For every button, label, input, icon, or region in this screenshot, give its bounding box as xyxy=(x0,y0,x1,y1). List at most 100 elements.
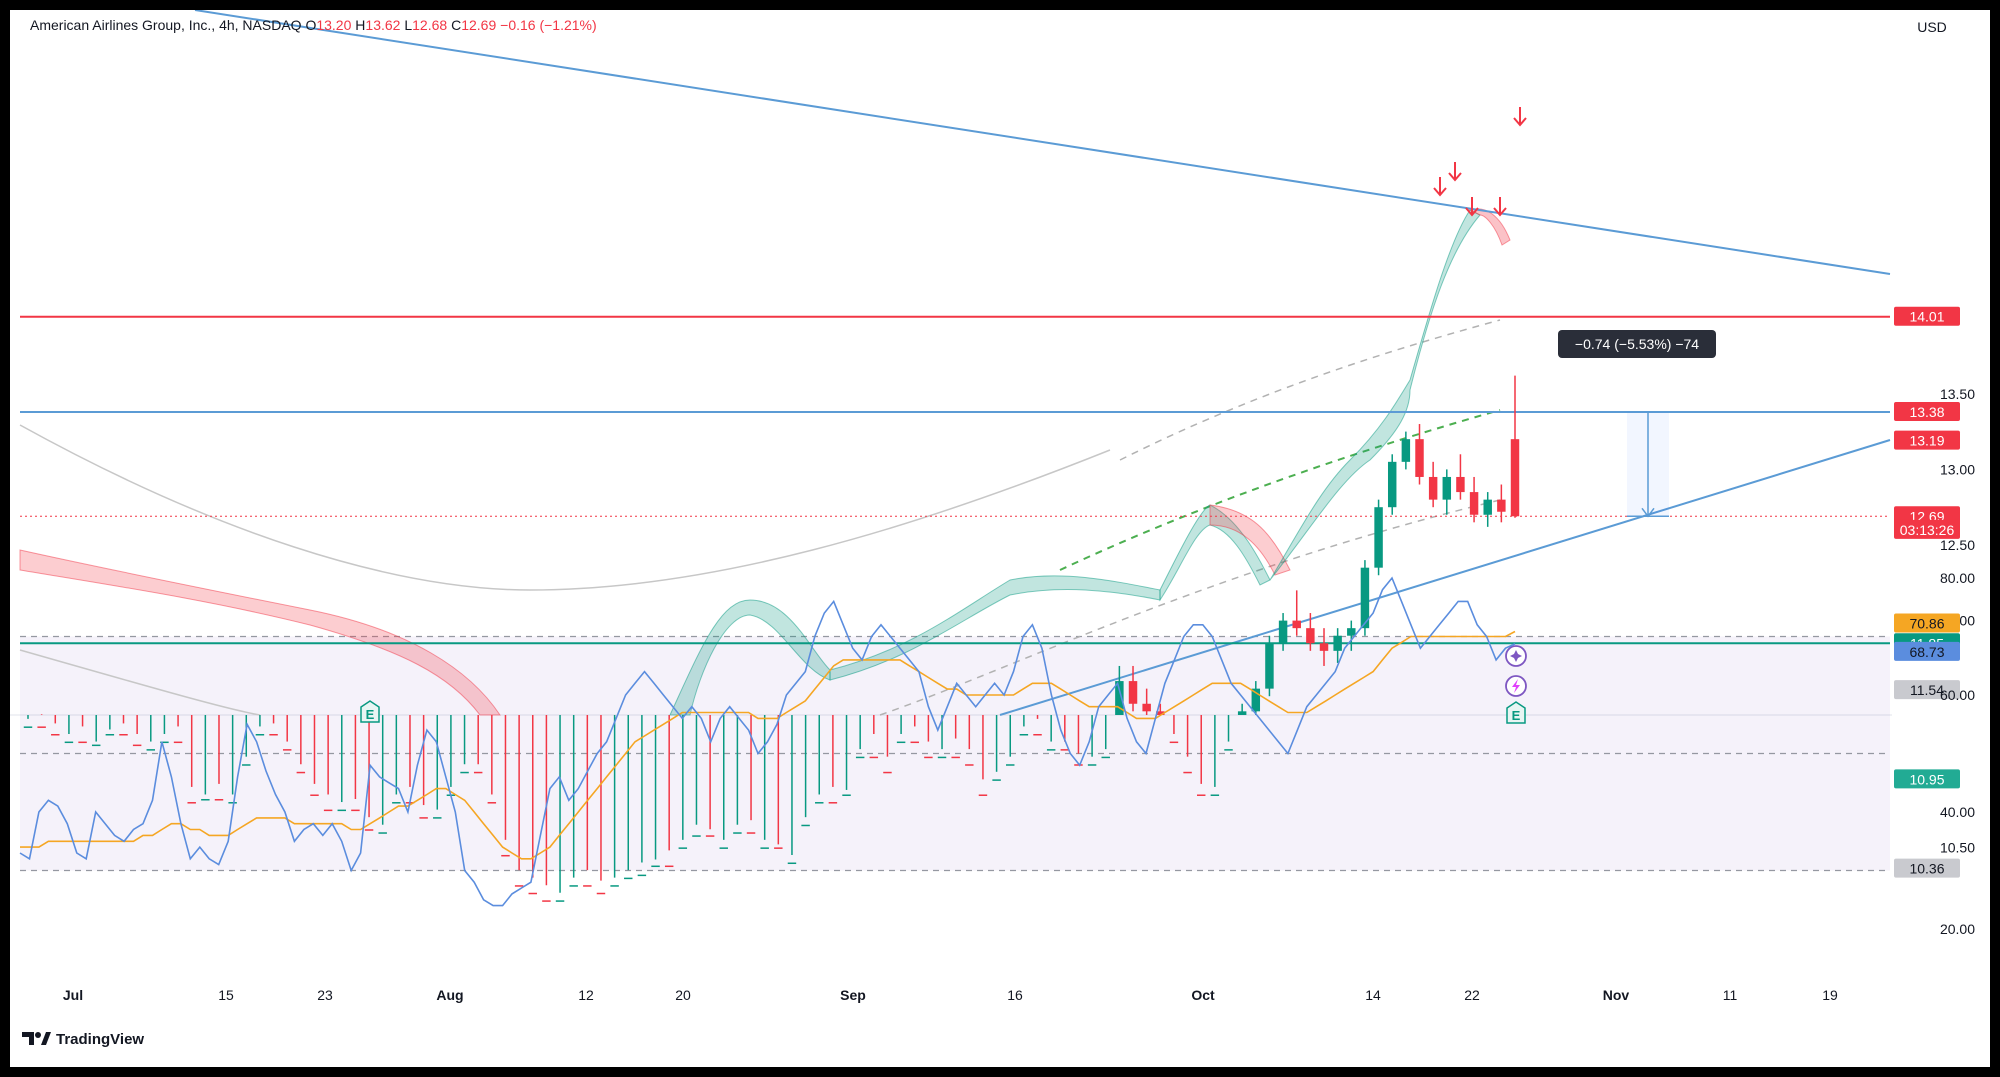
candle[interactable] xyxy=(1033,715,1042,736)
candle[interactable] xyxy=(1224,715,1233,751)
candle[interactable] xyxy=(1415,424,1424,485)
candle[interactable] xyxy=(596,715,606,895)
candle[interactable] xyxy=(105,715,115,736)
candle[interactable] xyxy=(1169,715,1179,744)
candle[interactable] xyxy=(419,715,428,819)
candle[interactable] xyxy=(1087,715,1097,766)
candle[interactable] xyxy=(719,715,728,849)
candle[interactable] xyxy=(1347,620,1356,651)
candle[interactable] xyxy=(310,715,319,796)
candle[interactable] xyxy=(555,715,565,902)
candle[interactable] xyxy=(201,715,210,801)
candle[interactable] xyxy=(173,715,183,744)
earnings-icon[interactable]: E xyxy=(360,700,380,723)
candle[interactable] xyxy=(746,715,756,834)
candle[interactable] xyxy=(1019,715,1029,736)
candle[interactable] xyxy=(760,715,769,849)
candle[interactable] xyxy=(1456,454,1465,500)
candle[interactable] xyxy=(910,715,919,744)
candle[interactable] xyxy=(132,715,142,747)
candle[interactable] xyxy=(801,715,810,827)
candle[interactable] xyxy=(1006,715,1015,766)
ascending-trendline[interactable] xyxy=(999,439,1891,716)
candle[interactable] xyxy=(705,715,715,837)
candle[interactable] xyxy=(774,715,783,849)
candle[interactable] xyxy=(1265,635,1274,697)
candle[interactable] xyxy=(282,715,292,751)
candle[interactable] xyxy=(1497,484,1506,523)
candle[interactable] xyxy=(1401,431,1411,470)
candle[interactable] xyxy=(637,715,647,877)
candle[interactable] xyxy=(896,715,906,744)
candle[interactable] xyxy=(1210,715,1220,796)
candle[interactable] xyxy=(569,715,578,887)
candle[interactable] xyxy=(501,715,510,857)
candle[interactable] xyxy=(269,715,278,736)
candle[interactable] xyxy=(583,715,592,887)
candle[interactable] xyxy=(1319,628,1329,666)
candle[interactable] xyxy=(855,715,865,759)
dividend-icon[interactable] xyxy=(1505,645,1527,667)
tradingview-logo[interactable]: TradingView xyxy=(22,1031,144,1048)
candle[interactable] xyxy=(214,715,224,801)
candle[interactable] xyxy=(119,715,128,736)
descending-trendline[interactable] xyxy=(194,10,1891,275)
candle[interactable] xyxy=(528,715,537,895)
candle[interactable] xyxy=(323,715,333,812)
candle[interactable] xyxy=(1469,476,1479,523)
earnings-icon[interactable]: E xyxy=(1506,701,1526,724)
candle[interactable] xyxy=(160,715,169,744)
candle[interactable] xyxy=(924,715,933,759)
candle[interactable] xyxy=(733,715,742,834)
candle[interactable] xyxy=(242,715,251,766)
candle[interactable] xyxy=(1237,703,1247,715)
candle[interactable] xyxy=(460,715,469,774)
candle[interactable] xyxy=(1046,715,1056,751)
candle[interactable] xyxy=(1156,703,1165,715)
candle[interactable] xyxy=(473,715,483,774)
candle[interactable] xyxy=(1428,461,1438,508)
candle[interactable] xyxy=(78,715,87,744)
candle[interactable] xyxy=(228,715,237,804)
candle[interactable] xyxy=(146,715,156,751)
candle[interactable] xyxy=(378,715,387,834)
price-range-measure[interactable]: −0.74 (−5.53%) −74 xyxy=(1558,330,1716,518)
candle[interactable] xyxy=(992,715,1001,781)
candle[interactable] xyxy=(1510,375,1520,518)
candle[interactable] xyxy=(1183,715,1192,774)
candle[interactable] xyxy=(487,715,497,804)
candle[interactable] xyxy=(828,715,838,804)
candle[interactable] xyxy=(883,715,892,774)
candle[interactable] xyxy=(37,714,46,728)
candle[interactable] xyxy=(1306,613,1315,651)
candle[interactable] xyxy=(433,715,442,819)
candle[interactable] xyxy=(651,715,660,868)
candle[interactable] xyxy=(1197,715,1206,796)
candle[interactable] xyxy=(624,715,633,880)
candle[interactable] xyxy=(1074,715,1083,766)
candle[interactable] xyxy=(965,715,974,766)
candle[interactable] xyxy=(692,715,701,837)
candle[interactable] xyxy=(1483,492,1492,527)
candle[interactable] xyxy=(1442,469,1452,515)
candle[interactable] xyxy=(1374,499,1383,576)
candle[interactable] xyxy=(664,715,674,868)
candle[interactable] xyxy=(951,715,960,759)
candle[interactable] xyxy=(787,715,797,865)
candle[interactable] xyxy=(1142,688,1151,715)
candle[interactable] xyxy=(1101,715,1110,759)
candle[interactable] xyxy=(337,715,346,812)
candle[interactable] xyxy=(351,715,360,812)
candle[interactable] xyxy=(542,715,551,902)
candle[interactable] xyxy=(678,715,688,849)
candle[interactable] xyxy=(869,715,879,759)
candle[interactable] xyxy=(91,715,101,747)
candle[interactable] xyxy=(1387,454,1397,515)
candle[interactable] xyxy=(364,715,374,831)
candle[interactable] xyxy=(255,715,265,736)
candle[interactable] xyxy=(1251,681,1261,715)
candle[interactable] xyxy=(23,715,33,728)
candle[interactable] xyxy=(1292,590,1301,636)
candle[interactable] xyxy=(842,715,851,796)
candle[interactable] xyxy=(978,715,988,796)
